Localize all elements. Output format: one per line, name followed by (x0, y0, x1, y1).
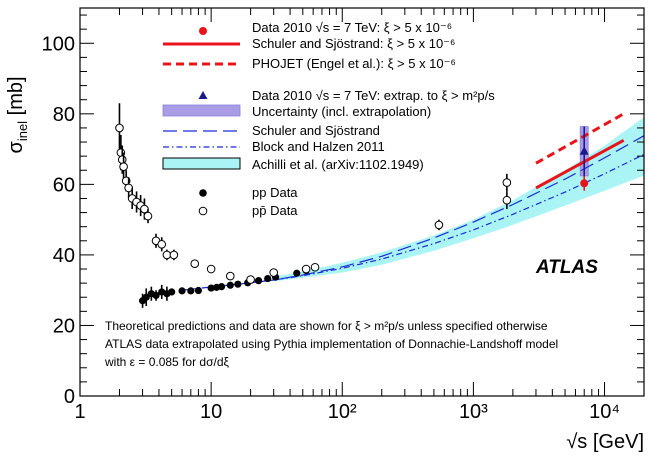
ppbar-data-point (206, 264, 216, 274)
legend-label: Data 2010 √s = 7 TeV: ξ > 5 x 10⁻⁶ (252, 20, 452, 35)
y-tick-label: 20 (53, 315, 75, 337)
pp-data-point (187, 287, 195, 295)
x-tick-label: 10⁴ (589, 401, 620, 423)
pp-data-point (178, 287, 186, 295)
pp-data-point (226, 281, 234, 289)
legend-label: Block and Halzen 2011 (252, 139, 385, 154)
legend-entry: Schuler and Sjöstrand: ξ > 5 x 10⁻⁶ (163, 36, 455, 51)
pp-data-point (234, 280, 242, 288)
x-tick-label: 1 (74, 401, 85, 423)
ppbar-data-point (502, 195, 512, 205)
legend-entry: Schuler and Sjöstrand (163, 123, 380, 138)
x-axis-title: √s [GeV] (566, 431, 644, 453)
x-tick-label: 10² (328, 401, 357, 423)
ppbar-data-point (143, 211, 153, 221)
note-line: Theoretical predictions and data are sho… (105, 319, 548, 333)
point-layer (115, 103, 589, 308)
achilli-band (273, 117, 644, 282)
ppbar-data-point (502, 178, 512, 187)
ppbar-data-point (301, 264, 311, 274)
ppbar-data-point (190, 259, 200, 269)
legend-label: Achilli et al. (arXiv:1102.1949) (252, 157, 424, 172)
legend-entry: Achilli et al. (arXiv:1102.1949) (162, 157, 424, 172)
pp-data-point (142, 293, 150, 301)
legend-label: Uncertainty (incl. extrapolation) (252, 104, 431, 119)
curve-0-line (535, 138, 625, 190)
legend-entry: Data 2010 √s = 7 TeV: ξ > 5 x 10⁻⁶ (199, 20, 452, 35)
notes-block: Theoretical predictions and data are sho… (104, 319, 558, 369)
ppbar-data-point (157, 240, 167, 249)
x-tick-label: 10 (200, 401, 222, 423)
pp-data-point (152, 291, 160, 300)
ppbar-data-point (119, 162, 128, 172)
legend-entry: pp Data (199, 185, 298, 200)
ppbar-data-point (434, 220, 444, 230)
legend-label: Data 2010 √s = 7 TeV: extrap. to ξ > m²p… (252, 88, 495, 103)
legend-entry: Block and Halzen 2011 (163, 139, 385, 154)
legend-entry: pp̄ Data (198, 203, 298, 218)
legend-triangle-icon (198, 91, 208, 99)
ppbar-data-point (269, 268, 278, 277)
legend-purple-box-icon (162, 104, 241, 117)
ppbar-data-point (310, 262, 320, 272)
legend-entry: Data 2010 √s = 7 TeV: extrap. to ξ > m²p… (198, 88, 495, 103)
plot-frame (79, 7, 645, 397)
ppbar-data-point (169, 250, 179, 260)
legend-cyan-box-icon (162, 157, 241, 170)
pp-data-point (254, 277, 263, 285)
atlas-extrap-point (579, 146, 589, 155)
ppbar-data-point (124, 183, 133, 193)
note-line: with ε = 0.085 for dσ/dξ (104, 355, 229, 369)
legend-label: pp̄ Data (252, 203, 298, 218)
tick-layer: 1 10 10² 10³ 10⁴ 0 20 40 60 80 100 (42, 8, 645, 423)
legend-label: PHOJET (Engel et al.): ξ > 5 x 10⁻⁶ (252, 56, 456, 71)
pp-data-point (293, 269, 301, 277)
y-tick-label: 40 (53, 245, 75, 267)
atlas-label: ATLAS (535, 257, 598, 278)
pp-data-point (168, 288, 176, 296)
pp-data-point (217, 283, 226, 291)
y-axis-title: σinel [mb] (5, 76, 30, 153)
legend-entry: Uncertainty (incl. extrapolation) (162, 104, 431, 119)
legend-label: pp Data (252, 185, 298, 200)
pp-data-point (194, 286, 203, 295)
legend-label: Schuler and Sjöstrand: ξ > 5 x 10⁻⁶ (252, 36, 455, 51)
atlas-7tev-point (580, 179, 589, 188)
x-tick-label: 10³ (459, 401, 488, 423)
y-tick-label: 80 (53, 104, 75, 126)
pp-data-point (264, 274, 272, 283)
y-tick-label: 100 (42, 33, 75, 55)
legend-label: Schuler and Sjöstrand (252, 123, 380, 138)
legend-entry: PHOJET (Engel et al.): ξ > 5 x 10⁻⁶ (163, 56, 456, 71)
ppbar-data-point (140, 204, 149, 214)
ppbar-data-point (115, 123, 124, 133)
note-line: ATLAS data extrapolated using Pythia imp… (105, 337, 558, 351)
ppbar-data-point (117, 155, 127, 164)
curve-3-line (250, 153, 645, 283)
legend: Data 2010 √s = 7 TeV: ξ > 5 x 10⁻⁶Schule… (162, 20, 495, 218)
y-tick-label: 0 (64, 386, 75, 408)
legend-open-circle-icon (198, 206, 208, 216)
curve-1-line (535, 112, 625, 165)
ppbar-data-point (162, 250, 172, 260)
y-tick-label: 60 (53, 174, 75, 196)
pp-data-point (207, 284, 215, 292)
legend-red-circle-icon (199, 27, 207, 35)
ppbar-data-point (246, 275, 255, 284)
legend-filled-circle-icon (199, 189, 207, 197)
ppbar-data-point (225, 271, 235, 281)
